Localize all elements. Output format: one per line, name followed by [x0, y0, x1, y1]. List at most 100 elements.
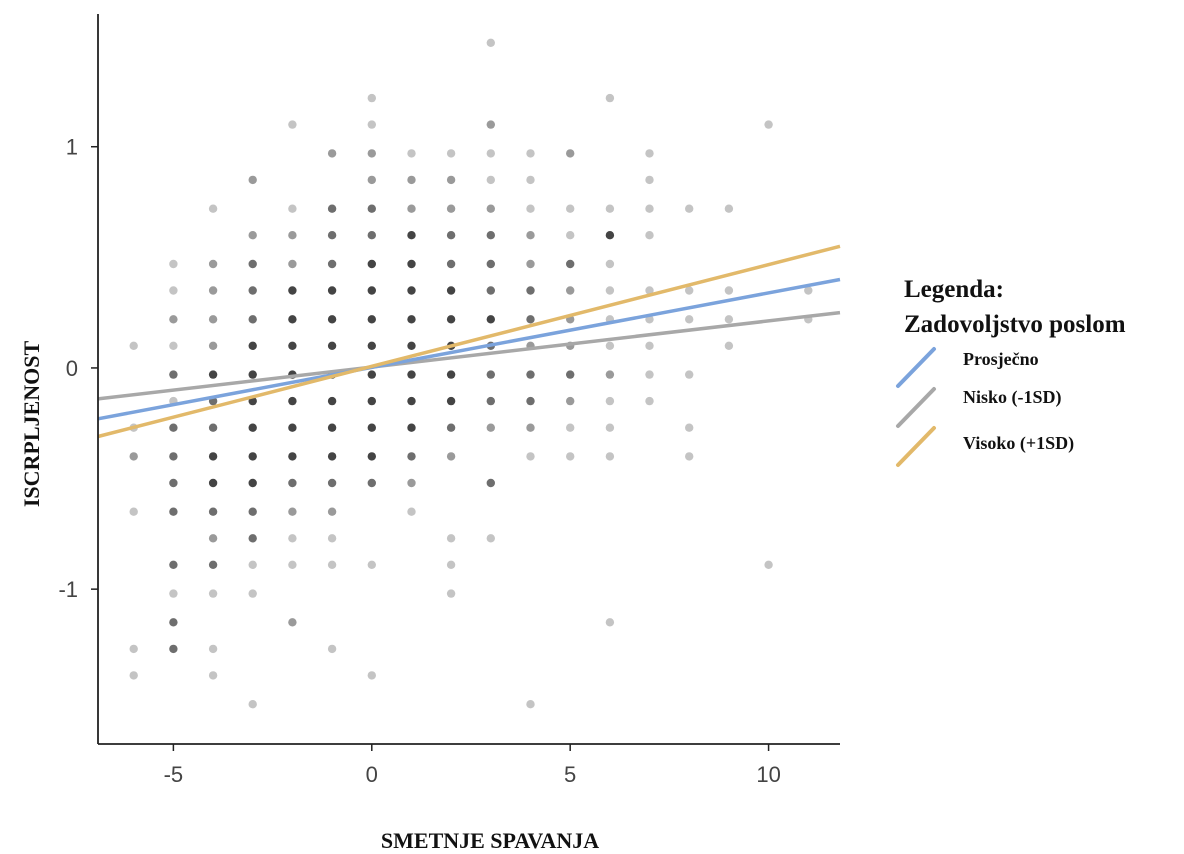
x-tick-label: -5 — [164, 762, 184, 787]
data-point — [526, 231, 535, 240]
data-point — [407, 315, 416, 324]
data-point — [764, 560, 773, 569]
data-point — [208, 534, 218, 543]
data-point — [446, 396, 456, 406]
y-axis-title: ISCRPLJENOST — [19, 341, 44, 508]
legend-label-nisko: Nisko (-1SD) — [963, 387, 1062, 408]
data-point — [169, 341, 178, 350]
data-point — [367, 341, 376, 350]
data-point — [169, 370, 178, 379]
data-point — [248, 589, 257, 598]
data-point — [486, 149, 495, 158]
data-point — [367, 286, 376, 295]
data-point — [605, 286, 615, 295]
data-point — [208, 560, 218, 569]
data-point — [724, 286, 734, 295]
data-point — [248, 560, 257, 569]
data-point — [248, 700, 257, 709]
data-point — [486, 38, 495, 47]
data-point — [248, 452, 257, 461]
data-point — [367, 452, 376, 461]
data-point — [605, 231, 615, 240]
series-line-prosjecno — [97, 277, 841, 421]
data-point — [724, 315, 734, 324]
data-point — [645, 149, 654, 158]
data-point — [605, 259, 615, 269]
data-point — [367, 149, 376, 158]
data-point — [367, 93, 376, 103]
data-point — [169, 507, 178, 516]
data-point — [288, 286, 297, 295]
data-point — [169, 478, 178, 488]
data-point — [407, 370, 416, 379]
y-tick-label: -1 — [58, 577, 78, 602]
data-point — [605, 370, 615, 379]
data-point — [248, 478, 257, 488]
data-point — [764, 120, 773, 129]
y-tick-label: 1 — [66, 135, 78, 160]
legend-swatch-prosjecno — [896, 347, 936, 388]
data-point — [605, 423, 615, 432]
data-point — [288, 341, 297, 350]
data-point — [407, 507, 416, 516]
x-tick-label: 5 — [564, 762, 576, 787]
data-point — [208, 452, 218, 461]
data-point — [486, 315, 495, 324]
data-point — [327, 149, 337, 158]
data-point — [248, 341, 257, 350]
data-point — [129, 341, 138, 350]
data-point — [526, 452, 535, 461]
data-point — [486, 204, 495, 213]
scatter-points — [129, 38, 813, 709]
data-point — [446, 231, 456, 240]
data-point — [566, 370, 575, 379]
data-point — [407, 452, 416, 461]
data-point — [208, 644, 218, 654]
data-point — [288, 478, 297, 488]
data-point — [327, 423, 337, 432]
data-point — [208, 370, 218, 379]
data-point — [288, 315, 297, 324]
data-point — [566, 452, 575, 461]
data-point — [685, 286, 694, 295]
data-point — [327, 452, 337, 461]
data-point — [685, 315, 694, 324]
data-point — [645, 286, 654, 295]
data-point — [288, 560, 297, 569]
data-point — [327, 259, 337, 269]
legend-label-prosjecno: Prosječno — [963, 349, 1039, 369]
data-point — [407, 478, 416, 488]
data-point — [685, 204, 694, 213]
data-point — [367, 396, 376, 406]
data-point — [248, 175, 257, 185]
series-line-nisko — [97, 310, 841, 401]
data-point — [367, 175, 376, 185]
data-point — [526, 370, 535, 379]
data-point — [129, 452, 138, 461]
data-point — [645, 231, 654, 240]
data-point — [446, 370, 456, 379]
data-point — [486, 286, 495, 295]
data-point — [645, 204, 654, 213]
data-point — [724, 341, 734, 350]
data-point — [327, 315, 337, 324]
data-point — [327, 534, 337, 543]
data-point — [208, 478, 218, 488]
data-point — [605, 341, 615, 350]
data-point — [566, 286, 575, 295]
data-point — [407, 396, 416, 406]
data-point — [486, 175, 495, 185]
data-point — [367, 204, 376, 213]
data-point — [486, 478, 495, 488]
data-point — [645, 175, 654, 185]
data-point — [208, 589, 218, 598]
data-point — [367, 560, 376, 569]
data-point — [685, 452, 694, 461]
data-point — [248, 423, 257, 432]
data-point — [208, 259, 218, 269]
data-point — [367, 370, 376, 379]
data-point — [327, 286, 337, 295]
data-point — [486, 534, 495, 543]
y-tick-label: 0 — [66, 356, 78, 381]
